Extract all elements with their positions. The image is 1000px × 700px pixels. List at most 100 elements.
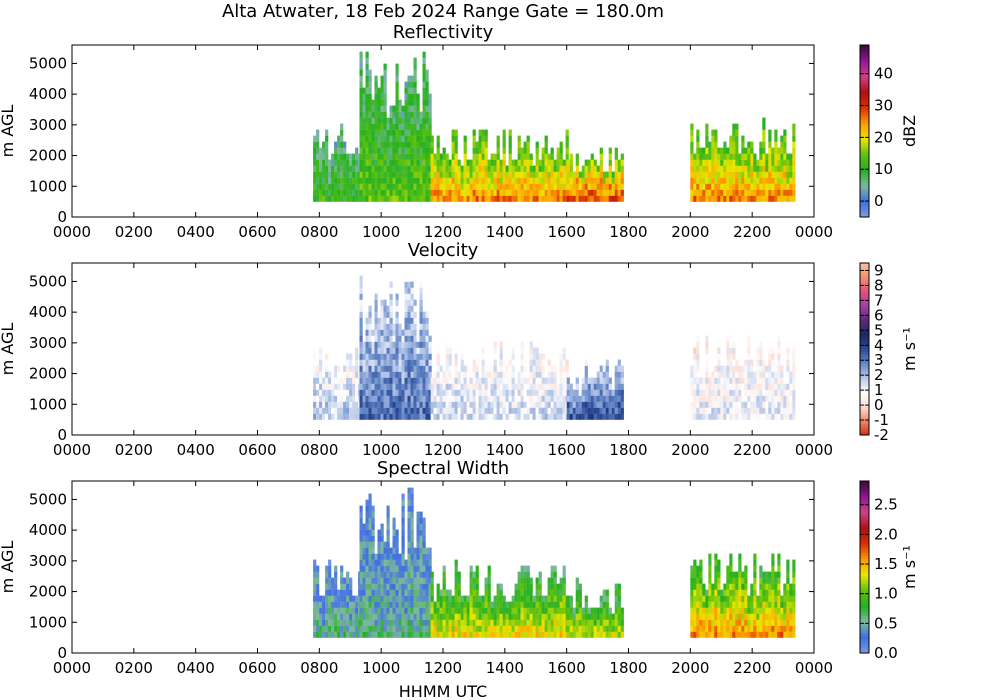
x-tick-label: 0600 [238, 659, 276, 677]
colorbar-label: dBZ [900, 115, 919, 147]
colorbar-tick-label: 2 [874, 366, 884, 384]
x-tick-label: 1600 [548, 659, 586, 677]
x-tick-label: 0000 [795, 223, 833, 241]
colorbar-tick-label: 30 [874, 97, 893, 115]
colorbar-tick-label: 40 [874, 65, 893, 83]
x-tick-label: 0600 [238, 441, 276, 459]
colorbar-tick-label: 0 [874, 192, 884, 210]
y-tick-label: 2000 [29, 365, 67, 383]
x-tick-label: 1200 [424, 223, 462, 241]
x-tick-label: 1000 [362, 223, 400, 241]
colorbar-tick-label: 0.5 [874, 614, 898, 632]
colorbar-tick-label: 9 [874, 261, 884, 279]
x-tick-label: 1400 [486, 223, 524, 241]
heatmap-cells [313, 51, 796, 202]
y-tick-label: 4000 [29, 85, 67, 103]
x-tick-label: 2000 [671, 223, 709, 241]
y-tick-label: 5000 [29, 490, 67, 508]
y-tick-label: 5000 [29, 54, 67, 72]
colorbar-tick-label: -1 [874, 411, 889, 429]
y-axis-label: m AGL [0, 105, 17, 158]
panel-title: Spectral Width [377, 458, 509, 479]
x-tick-label: 0000 [795, 441, 833, 459]
colorbar-label: m s⁻¹ [900, 327, 919, 371]
y-tick-label: 3000 [29, 552, 67, 570]
x-tick-label: 0200 [115, 223, 153, 241]
figure-xlabel: HHMM UTC [399, 682, 487, 700]
x-tick-label: 0000 [53, 441, 91, 459]
x-tick-label: 0400 [177, 223, 215, 241]
colorbar-tick-label: 0 [874, 396, 884, 414]
colorbar: 0.0 0.5 1.0 1.5 2.0 2.5 m s⁻¹ [859, 480, 919, 662]
y-tick-label: 5000 [29, 272, 67, 290]
y-tick-label: 4000 [29, 521, 67, 539]
heatmap-cells [313, 275, 796, 420]
y-axis-label: m AGL [0, 323, 17, 376]
colorbar-tick-label: 5 [874, 321, 884, 339]
panel-title: Reflectivity [393, 22, 494, 43]
panel-2: Spectral Width 0000 0200 0400 0600 0800 1000 12… [0, 458, 919, 677]
x-tick-label: 1800 [609, 659, 647, 677]
x-tick-label: 1200 [424, 441, 462, 459]
x-tick-label: 0800 [300, 441, 338, 459]
y-tick-label: 4000 [29, 303, 67, 321]
y-tick-label: 1000 [29, 395, 67, 413]
colorbar-tick-label: 6 [874, 306, 884, 324]
colorbar-tick-label: 0.0 [874, 644, 898, 662]
x-tick-label: 0000 [53, 659, 91, 677]
y-tick-label: 0 [57, 426, 67, 444]
colorbar-tick-label: 1.5 [874, 555, 898, 573]
x-tick-label: 1800 [609, 223, 647, 241]
figure-title: Alta Atwater, 18 Feb 2024 Range Gate = 1… [222, 1, 664, 22]
colorbar-label: m s⁻¹ [900, 545, 919, 589]
x-tick-label: 1800 [609, 441, 647, 459]
colorbar: 0 10 20 30 40 dBZ [859, 44, 919, 218]
colorbar-tick-label: 4 [874, 336, 884, 354]
colorbar-tick-label: 1 [874, 381, 884, 399]
y-tick-label: 2000 [29, 147, 67, 165]
x-tick-label: 2200 [733, 223, 771, 241]
x-tick-label: 1400 [486, 659, 524, 677]
colorbar-tick-label: 2.5 [874, 496, 898, 514]
colorbar-tick-label: -2 [874, 426, 889, 444]
colorbar-tick-label: 10 [874, 160, 893, 178]
x-tick-label: 0400 [177, 441, 215, 459]
colorbar-tick-label: 3 [874, 351, 884, 369]
x-tick-label: 0200 [115, 659, 153, 677]
x-tick-label: 0800 [300, 659, 338, 677]
heatmap-cells [313, 487, 796, 638]
panel-title: Velocity [408, 240, 479, 261]
x-tick-label: 0400 [177, 659, 215, 677]
x-tick-label: 0600 [238, 223, 276, 241]
y-tick-label: 1000 [29, 177, 67, 195]
x-tick-label: 2000 [671, 441, 709, 459]
x-tick-label: 0000 [53, 223, 91, 241]
colorbar-tick-label: 20 [874, 128, 893, 146]
y-tick-label: 0 [57, 644, 67, 662]
colorbar-tick-label: 8 [874, 276, 884, 294]
x-tick-label: 1000 [362, 441, 400, 459]
y-tick-label: 3000 [29, 116, 67, 134]
y-tick-label: 1000 [29, 613, 67, 631]
y-axis-label: m AGL [0, 541, 17, 594]
x-tick-label: 1200 [424, 659, 462, 677]
colorbar-tick-label: 2.0 [874, 525, 898, 543]
x-tick-label: 2200 [733, 441, 771, 459]
colorbar-tick-label: 7 [874, 291, 884, 309]
y-tick-label: 0 [57, 208, 67, 226]
x-tick-label: 2000 [671, 659, 709, 677]
x-tick-label: 1000 [362, 659, 400, 677]
x-tick-label: 0800 [300, 223, 338, 241]
colorbar-tick-label: 1.0 [874, 585, 898, 603]
x-tick-label: 1600 [548, 223, 586, 241]
x-tick-label: 1600 [548, 441, 586, 459]
x-tick-label: 0200 [115, 441, 153, 459]
x-tick-label: 1400 [486, 441, 524, 459]
x-tick-label: 0000 [795, 659, 833, 677]
x-tick-label: 2200 [733, 659, 771, 677]
